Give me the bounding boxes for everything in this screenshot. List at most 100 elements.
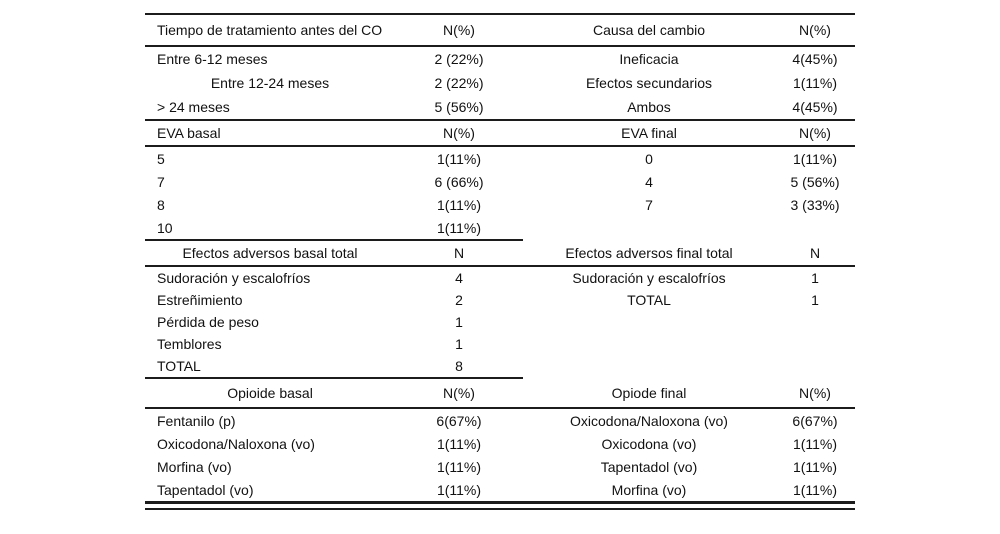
table-cell: Estreñimiento [157,292,243,308]
rule-left-half [145,377,523,379]
table-row: 5 1(11%) 0 1(11%) [145,147,855,170]
header-row: Tiempo de tratamiento antes del CO N(%) Ca… [145,15,855,45]
table-row: 10 1(11%) [145,216,855,239]
table-row: Fentanilo (p) 6(67%) Oxicodona/Naloxona (v… [145,409,855,432]
section-opioide: Opioide basal N(%) Opiode final N(%) Fentani… [145,379,855,501]
table-cell: 5 [157,150,165,167]
column-header: N [809,245,821,261]
table-cell: 7 [157,173,165,190]
table-cell: 1(11%) [436,219,482,236]
table-cell: TOTAL [157,358,201,374]
table-cell: Temblores [157,336,222,352]
table-row: Pérdida de peso 1 [145,311,855,333]
table-row: TOTAL 8 [145,355,855,377]
rule-under-header [145,45,855,47]
table-cell: Tapentadol (vo) [157,481,254,498]
table-cell: 4(45%) [792,51,838,67]
table-row: 7 6 (66%) 4 5 (56%) [145,170,855,193]
column-header: EVA final [621,125,677,141]
header-row: Opioide basal N(%) Opiode final N(%) [145,379,855,407]
table-row: Estreñimiento 2 TOTAL 1 [145,289,855,311]
table-cell: 2 (22%) [434,75,484,91]
rule-full [145,119,855,121]
table-cell: 4(45%) [792,99,838,115]
table-cell: 1 [455,336,463,352]
table-cell: 1(11%) [436,196,482,213]
table-cell: Ambos [627,99,671,115]
column-header: N(%) [443,385,475,401]
table-cell: Pérdida de peso [157,314,259,330]
table-cell: 6(67%) [436,412,482,429]
rule-bottom-double [145,501,855,510]
table-cell: > 24 meses [157,99,230,115]
table-row: Entre 12-24 meses 2 (22%) Efectos secundar… [145,71,855,95]
column-header: N(%) [799,125,831,141]
column-header: Causa del cambio [592,22,706,38]
column-header: Opioide basal [227,385,313,401]
column-header: N(%) [799,22,831,38]
table-row: Temblores 1 [145,333,855,355]
table-cell: TOTAL [627,292,671,308]
table-cell: 5 (56%) [434,99,484,115]
table-cell: 1(11%) [792,458,838,475]
table-cell: 1(11%) [792,75,838,91]
column-header: N [453,245,465,261]
table-cell: Sudoración y escalofríos [572,270,726,286]
table-cell: 1 [811,270,819,286]
table-cell: 1(11%) [436,481,482,498]
table-cell: 1(11%) [436,435,482,452]
table-cell: 1 [811,292,819,308]
table-cell: 1(11%) [436,458,482,475]
table-row: Morfina (vo) 1(11%) Tapentadol (vo) 1(11%) [145,455,855,478]
table-cell: Oxicodona (vo) [601,435,697,452]
table-cell: 8 [455,358,463,374]
table-cell: 1 [455,314,463,330]
table-cell: 1(11%) [792,435,838,452]
rule-under-header [145,407,855,409]
rule-under-header [145,145,855,147]
table-cell: Morfina (vo) [157,458,232,475]
table-row: Entre 6-12 meses 2 (22%) Ineficacia 4(45%) [145,47,855,71]
header-row: Efectos adversos basal total N Efectos adv… [145,241,855,265]
column-header: N(%) [443,125,475,141]
table-row: Sudoración y escalofríos 4 Sudoración y es… [145,267,855,289]
column-header: Opiode final [611,385,687,401]
table-cell: Ineficacia [619,51,679,67]
table-cell: Efectos secundarios [585,75,713,91]
table-cell: Oxicodona/Naloxona (vo) [570,412,728,429]
rule-left-half [145,239,523,241]
column-header: Efectos adversos basal total [182,245,358,261]
table-cell: 0 [645,150,653,167]
table-cell: 5 (56%) [790,173,840,190]
table-row: > 24 meses 5 (56%) Ambos 4(45%) [145,95,855,119]
column-header: N(%) [443,22,475,38]
table-cell: 3 (33%) [790,196,840,213]
table-cell: Entre 6-12 meses [157,51,268,67]
rule-under-header [145,265,855,267]
table-cell: 1(11%) [436,150,482,167]
table-cell: 7 [645,196,653,213]
results-table: Tiempo de tratamiento antes del CO N(%) Ca… [145,13,855,510]
table-cell: 1(11%) [792,150,838,167]
table-cell: 1(11%) [792,481,838,498]
table-cell: 4 [455,270,463,286]
column-header: Efectos adversos final total [565,245,733,261]
section-efectos-adversos: Efectos adversos basal total N Efectos adv… [145,241,855,377]
table-cell: 4 [645,173,653,190]
table-cell: 6(67%) [792,412,838,429]
table-cell: 8 [157,196,165,213]
table-cell: 6 (66%) [434,173,484,190]
table-cell: 2 [455,292,463,308]
table-cell: Sudoración y escalofríos [157,270,311,286]
header-row: EVA basal N(%) EVA final N(%) [145,121,855,145]
table-cell: 2 (22%) [434,51,484,67]
table-cell: Morfina (vo) [611,481,687,498]
table-cell: Tapentadol (vo) [600,458,698,475]
table-cell: Oxicodona/Naloxona (vo) [157,435,315,452]
table-row: 8 1(11%) 7 3 (33%) [145,193,855,216]
table-row: Tapentadol (vo) 1(11%) Morfina (vo) 1(11%) [145,478,855,501]
column-header: Tiempo de tratamiento antes del CO [157,22,383,38]
section-tiempo-causa: Tiempo de tratamiento antes del CO N(%) Ca… [145,15,855,119]
column-header: EVA basal [157,125,221,141]
section-eva: EVA basal N(%) EVA final N(%) 5 1(11%) 0 1(11%)… [145,121,855,239]
